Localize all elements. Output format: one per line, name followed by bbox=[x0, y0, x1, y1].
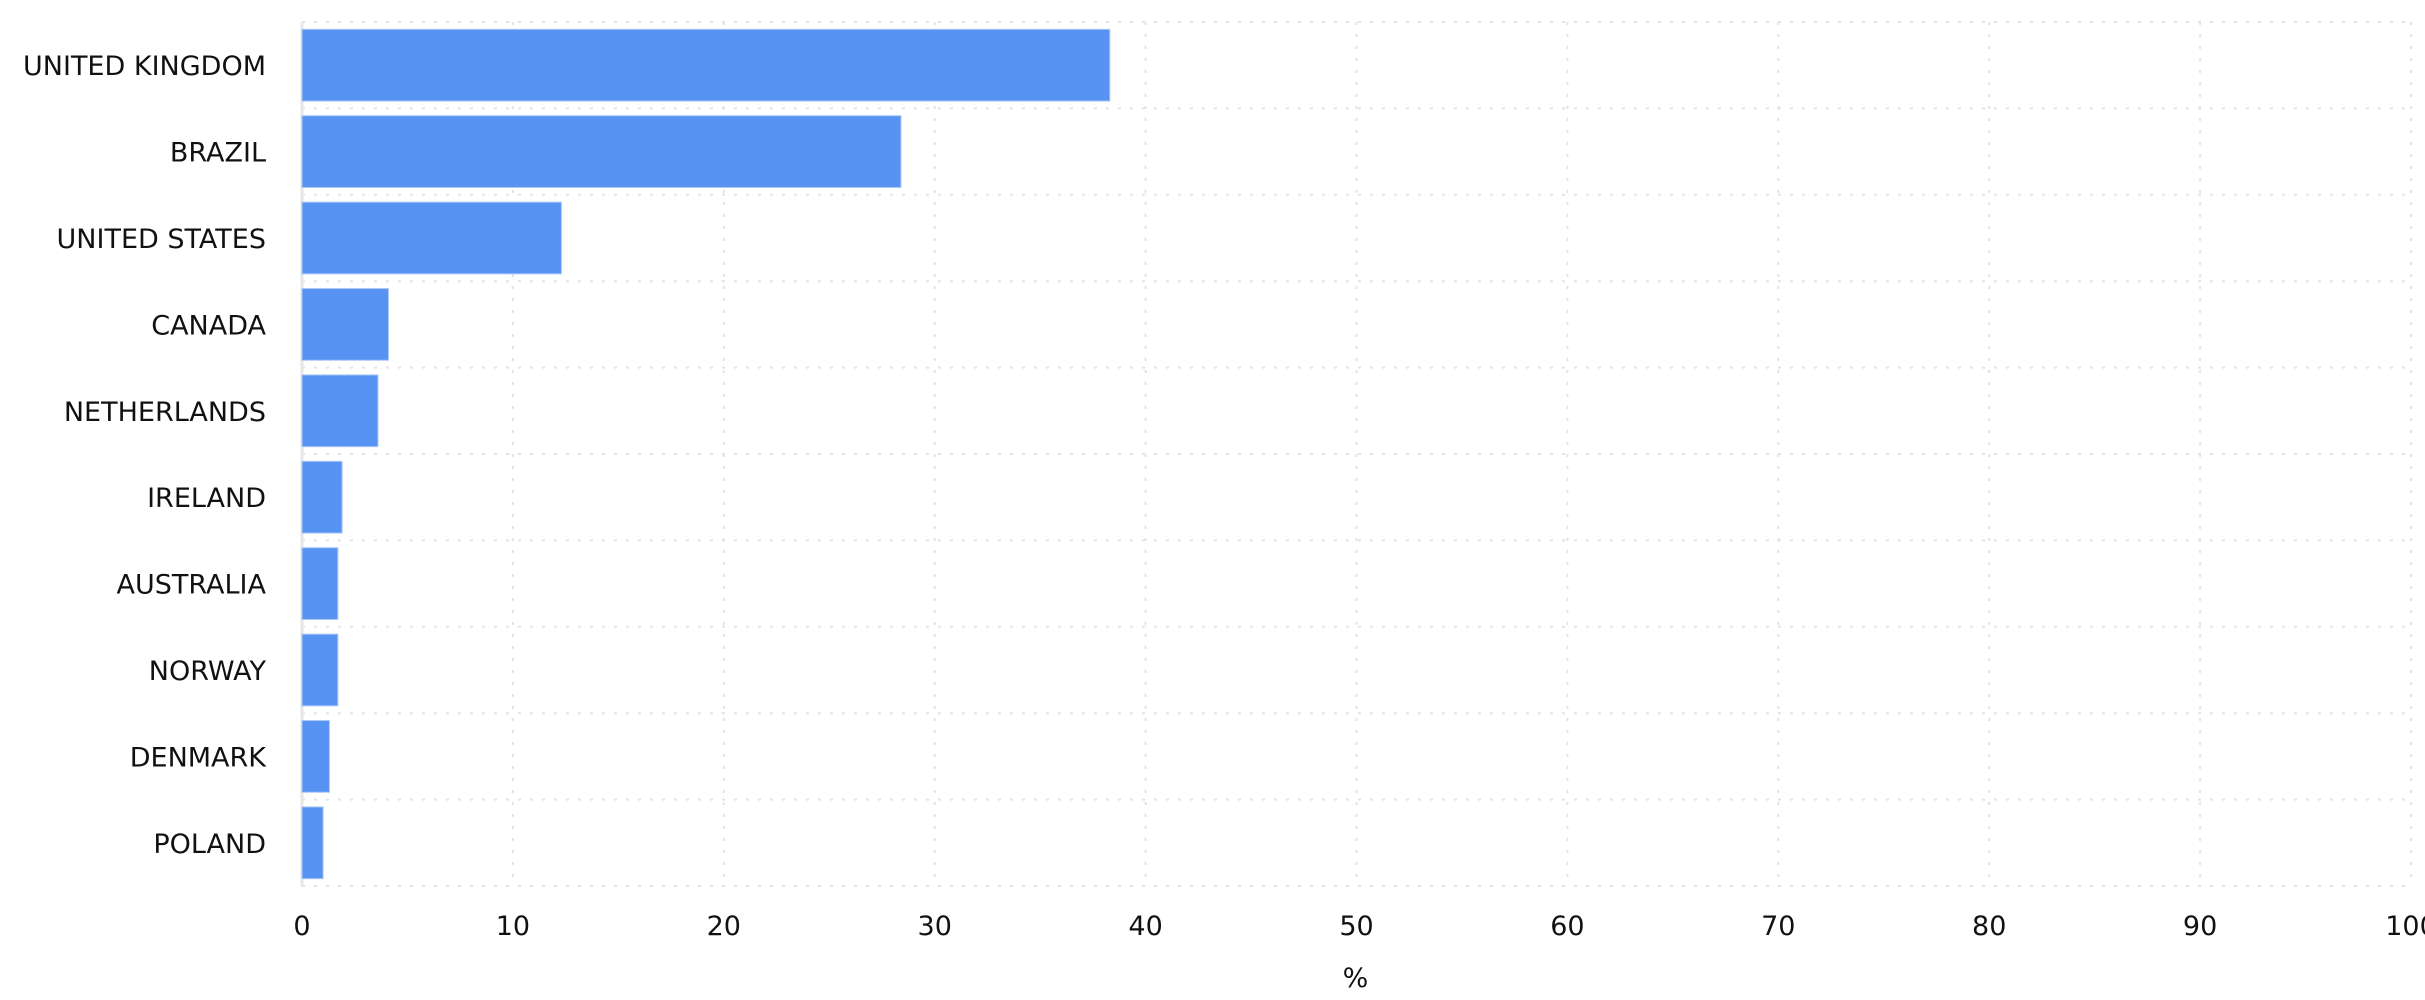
bar-united-states bbox=[301, 201, 562, 275]
category-label: AUSTRALIA bbox=[117, 570, 267, 601]
category-label: NORWAY bbox=[149, 656, 267, 687]
x-tick-label: 90 bbox=[2183, 911, 2217, 942]
category-label: NETHERLANDS bbox=[64, 397, 266, 428]
bar-poland bbox=[301, 806, 324, 880]
x-tick-label: 20 bbox=[707, 911, 741, 942]
x-tick-label: 10 bbox=[496, 911, 530, 942]
bar-canada bbox=[301, 288, 389, 361]
bar-australia bbox=[301, 547, 339, 620]
x-tick-label: 0 bbox=[293, 911, 310, 942]
x-axis-label: % bbox=[1343, 963, 1369, 994]
category-label: CANADA bbox=[151, 310, 266, 341]
x-tick-label: 80 bbox=[1972, 911, 2006, 942]
x-tick-label: 100 bbox=[2385, 911, 2425, 942]
category-label: BRAZIL bbox=[170, 138, 266, 169]
bar-norway bbox=[301, 633, 339, 707]
category-label: IRELAND bbox=[147, 483, 266, 514]
x-tick-label: 60 bbox=[1550, 911, 1584, 942]
category-label: UNITED STATES bbox=[57, 224, 266, 255]
bar-brazil bbox=[301, 115, 902, 188]
x-tick-label: 40 bbox=[1128, 911, 1162, 942]
bar-ireland bbox=[301, 460, 343, 534]
x-tick-label: 50 bbox=[1339, 911, 1373, 942]
category-label: POLAND bbox=[153, 829, 266, 860]
bar-united-kingdom bbox=[301, 28, 1111, 102]
category-label: UNITED KINGDOM bbox=[23, 51, 266, 82]
bar-netherlands bbox=[301, 374, 379, 448]
x-tick-label: 70 bbox=[1761, 911, 1795, 942]
bar-denmark bbox=[301, 720, 330, 793]
x-tick-label: 30 bbox=[918, 911, 952, 942]
category-label: DENMARK bbox=[130, 742, 268, 773]
